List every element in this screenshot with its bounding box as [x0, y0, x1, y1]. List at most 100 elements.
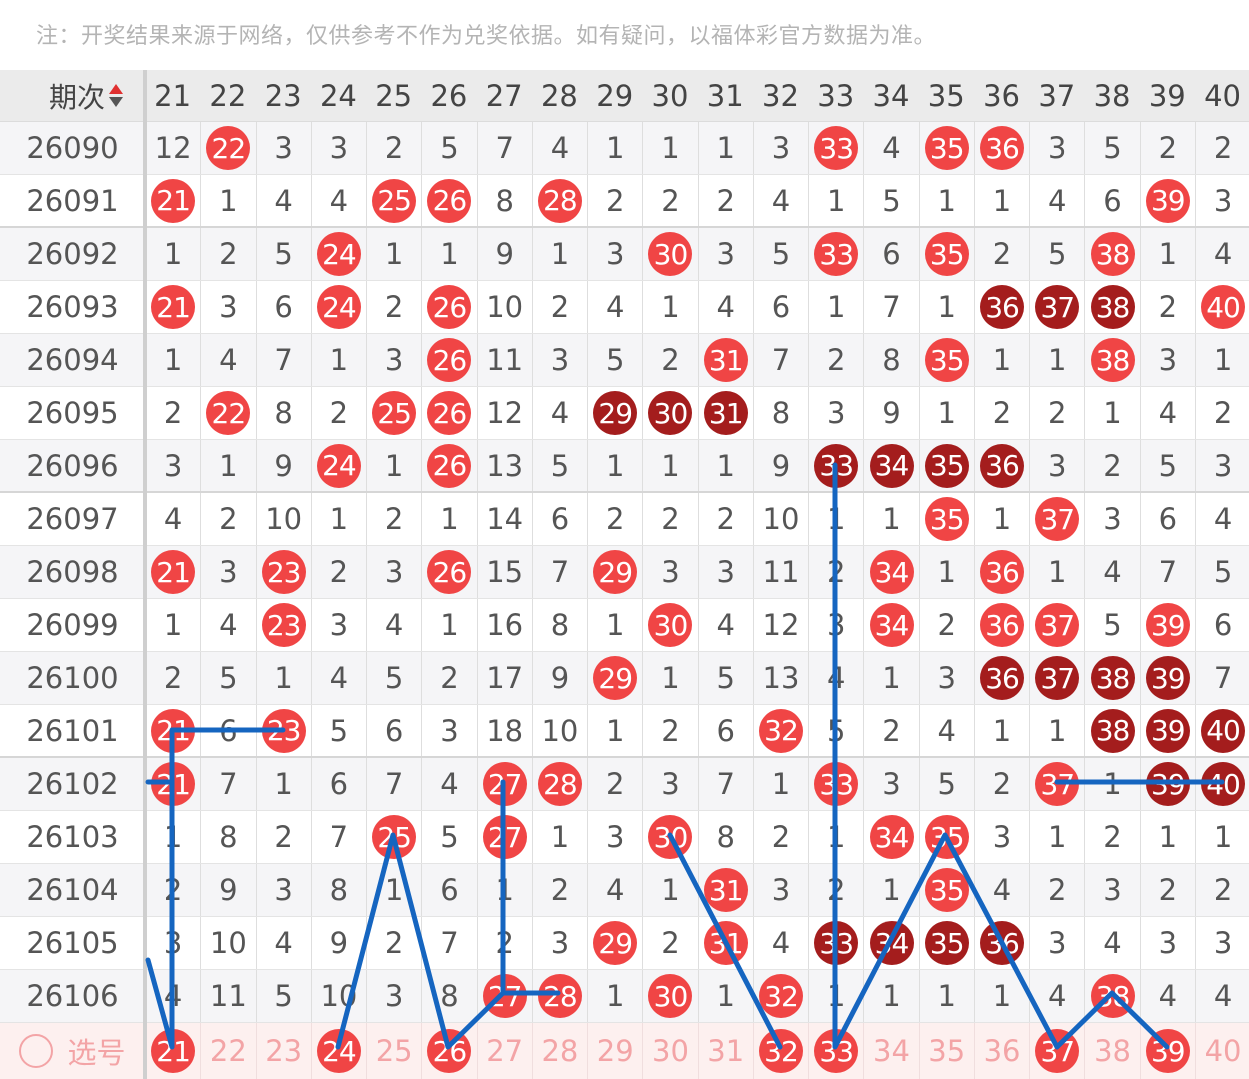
cell-miss-count: 8	[255, 387, 311, 439]
selected-ball[interactable]: 33	[814, 1029, 859, 1073]
cell-miss-count: 2	[863, 705, 918, 756]
ball-consecutive: 37	[1035, 285, 1080, 329]
ball-consecutive: 29	[593, 391, 638, 435]
selected-ball[interactable]: 32	[758, 1029, 803, 1073]
select-number-24[interactable]: 24	[310, 1023, 366, 1079]
cell-miss-count: 6	[200, 705, 255, 756]
ball-hit: 32	[758, 708, 803, 753]
cell-miss-count: 5	[255, 970, 311, 1022]
cell-miss-count: 2	[808, 334, 863, 386]
cell-hit: 30	[642, 599, 697, 651]
select-number-28[interactable]: 28	[531, 1023, 587, 1079]
select-number-37[interactable]: 37	[1029, 1023, 1084, 1079]
cell-miss-count: 4	[531, 122, 587, 174]
select-number-40[interactable]: 40	[1194, 1023, 1249, 1079]
select-number-36[interactable]: 36	[973, 1023, 1029, 1079]
select-number-33[interactable]: 33	[808, 1023, 863, 1079]
selected-ball[interactable]: 39	[1145, 1029, 1190, 1073]
circle-radio-icon[interactable]	[19, 1034, 54, 1068]
cell-hit: 33	[808, 122, 863, 174]
sort-up-down-icon[interactable]	[109, 84, 123, 107]
select-number-32[interactable]: 32	[752, 1023, 808, 1079]
select-number-30[interactable]: 30	[642, 1023, 697, 1079]
cell-miss-count: 1	[587, 122, 642, 174]
select-number-39[interactable]: 39	[1139, 1023, 1195, 1079]
cell-hit: 30	[642, 970, 697, 1022]
cell-miss-count: 2	[642, 175, 697, 226]
ball-hit: 23	[261, 708, 306, 753]
cell-miss-count: 2	[366, 493, 421, 545]
ball-hit: 33	[814, 232, 859, 276]
cell-miss-count: 1	[1194, 811, 1249, 863]
cell-miss-count: 1	[587, 599, 642, 651]
cell-miss-count: 1	[918, 175, 974, 226]
cell-hit: 38	[1084, 228, 1139, 280]
cell-miss-count: 2	[587, 758, 642, 810]
selected-ball[interactable]: 24	[316, 1029, 361, 1073]
cell-miss-count: 1	[255, 652, 311, 704]
select-number-29[interactable]: 29	[587, 1023, 642, 1079]
selected-ball[interactable]: 21	[151, 1029, 196, 1073]
cell-miss-count: 2	[200, 493, 255, 545]
table-row: 26103 1 8 2 7 25 5 27 1 3 30 8 2 1 34 35 3 1 2 1 1	[0, 811, 1249, 864]
cell-miss-count: 1	[918, 281, 974, 333]
ball-hit: 32	[758, 974, 803, 1018]
cell-miss-count: 4	[752, 175, 808, 226]
cell-miss-count: 8	[531, 599, 587, 651]
cell-miss-count: 1	[145, 599, 200, 651]
cell-hit: 34	[863, 917, 918, 969]
cell-miss-count: 3	[310, 599, 366, 651]
selected-ball[interactable]: 37	[1035, 1029, 1080, 1073]
select-number-26[interactable]: 26	[421, 1023, 476, 1079]
ball-consecutive: 38	[1090, 708, 1135, 753]
cell-hit: 35	[918, 811, 974, 863]
select-number-22[interactable]: 22	[200, 1023, 255, 1079]
cell-hit: 30	[642, 228, 697, 280]
issue-number: 26097	[26, 502, 119, 536]
select-number-31[interactable]: 31	[697, 1023, 753, 1079]
cell-miss-count: 1	[200, 440, 255, 491]
select-number-21[interactable]: 21	[145, 1023, 200, 1079]
cell-miss-count: 4	[200, 334, 255, 386]
cell-miss-count: 2	[752, 811, 808, 863]
select-number-34[interactable]: 34	[863, 1023, 918, 1079]
cell-hit: 33	[808, 228, 863, 280]
cell-miss-count: 2	[310, 546, 366, 598]
cell-miss-count: 1	[1029, 811, 1084, 863]
select-number-38[interactable]: 38	[1084, 1023, 1139, 1079]
selected-ball[interactable]: 26	[427, 1029, 472, 1073]
cell-miss-count: 3	[697, 228, 753, 280]
cell-miss-count: 4	[863, 122, 918, 174]
cell-miss-count: 8	[200, 811, 255, 863]
cell-hit: 38	[1084, 281, 1139, 333]
issue-column-header[interactable]: 期次	[0, 70, 145, 121]
cell-miss-count: 9	[476, 228, 532, 280]
select-all-toggle[interactable]: 选号	[0, 1023, 145, 1079]
ball-consecutive: 39	[1145, 708, 1190, 753]
select-number-27[interactable]: 27	[476, 1023, 532, 1079]
table-header: 期次 21 22 23 24 25 26 27 28 29 30 31 32 33 34 35 36 37 38 3…	[0, 70, 1249, 122]
ball-hit: 26	[427, 178, 472, 223]
cell-miss-count: 1	[642, 864, 697, 916]
cell-miss-count: 1	[808, 175, 863, 226]
cell-miss-count: 2	[145, 387, 200, 439]
ball-hit: 34	[869, 603, 914, 647]
cell-miss-count: 2	[1194, 122, 1249, 174]
select-number-25[interactable]: 25	[366, 1023, 421, 1079]
select-number-35[interactable]: 35	[918, 1023, 974, 1079]
ball-hit: 26	[427, 443, 472, 488]
ball-hit: 28	[537, 974, 582, 1018]
cell-miss-count: 1	[145, 811, 200, 863]
select-number-23[interactable]: 23	[255, 1023, 311, 1079]
cell-hit: 39	[1139, 175, 1195, 226]
cell-miss-count: 1	[310, 493, 366, 545]
cell-miss-count: 3	[587, 228, 642, 280]
cell-miss-count: 2	[366, 122, 421, 174]
cell-miss-count: 2	[808, 546, 863, 598]
cell-hit: 37	[1029, 599, 1084, 651]
issue-number: 26102	[26, 767, 119, 801]
ball-hit: 30	[648, 232, 693, 276]
cell-miss-count: 3	[1084, 493, 1139, 545]
cell-miss-count: 9	[255, 440, 311, 491]
issue-number: 26098	[26, 555, 119, 589]
